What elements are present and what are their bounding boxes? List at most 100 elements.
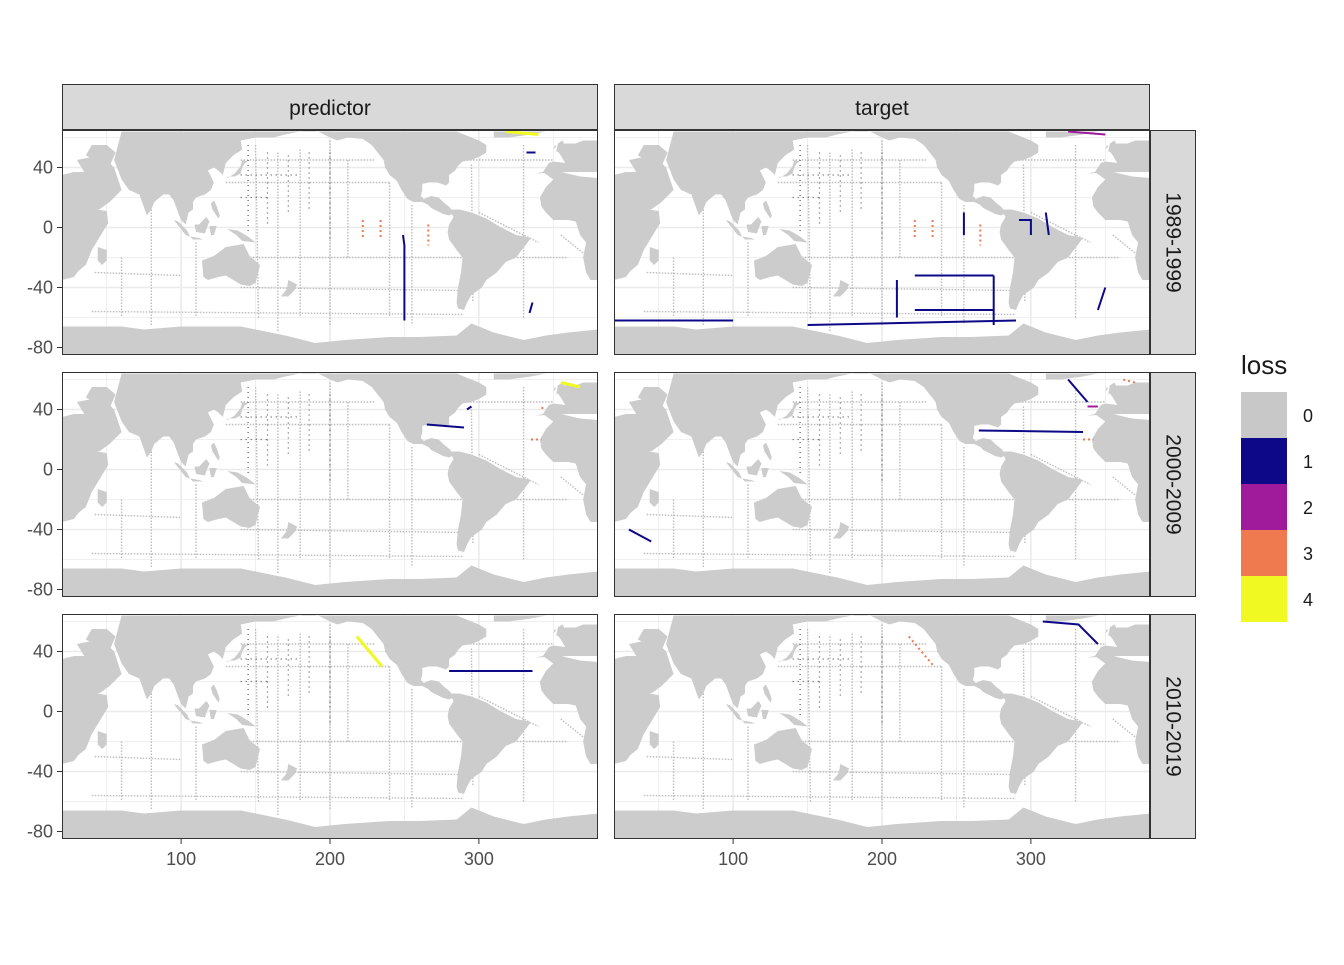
land xyxy=(614,130,1150,355)
land-mass xyxy=(62,565,598,597)
land-mass xyxy=(1108,382,1118,395)
panel-content xyxy=(614,372,1150,597)
loss-points xyxy=(426,381,581,441)
land-mass xyxy=(62,323,598,355)
land-mass xyxy=(173,704,190,721)
panel-content xyxy=(614,614,1150,839)
land-mass xyxy=(97,731,107,749)
strip-2000-2009 xyxy=(1150,372,1196,597)
land-mass xyxy=(62,372,487,458)
loss-1-segment xyxy=(1096,287,1107,311)
land-mass xyxy=(761,468,769,477)
strip-2010-2019 xyxy=(1150,614,1196,839)
legend-title: loss xyxy=(1241,350,1287,380)
sample-track xyxy=(94,755,182,761)
land-mass xyxy=(754,244,812,286)
y-tick-label: 40 xyxy=(33,400,53,420)
land-mass xyxy=(614,372,1039,458)
land-mass xyxy=(742,478,756,482)
land-mass xyxy=(1045,373,1091,380)
land-mass xyxy=(1091,656,1150,764)
sample-track xyxy=(478,453,539,486)
legend-key-2 xyxy=(1241,484,1287,530)
land-mass xyxy=(62,130,487,216)
land-mass xyxy=(614,614,1039,700)
sample-track xyxy=(94,513,182,519)
strip-predictor xyxy=(62,84,598,130)
land-mass xyxy=(746,217,762,234)
land-mass xyxy=(209,226,217,235)
land-mass xyxy=(1045,615,1091,622)
land-mass xyxy=(556,140,566,153)
y-tick-label: -40 xyxy=(27,520,53,540)
legend-key-3 xyxy=(1241,530,1287,576)
land-mass xyxy=(649,247,659,265)
legend-key-4 xyxy=(1241,576,1287,622)
axes: 40 0 -40 -80 40 0 -40 -80 40 0 -40 -80 100 200 300 100 2… xyxy=(27,158,1046,870)
loss-1-segment xyxy=(1067,378,1089,403)
land-mass xyxy=(1083,373,1098,377)
y-tick-label: 0 xyxy=(43,702,53,722)
legend-label-3: 3 xyxy=(1303,544,1313,564)
land-mass xyxy=(832,522,850,539)
facet-strips: predictor target 1989-1999 2000-2009 2010-20… xyxy=(62,84,1196,839)
legend-label-0: 0 xyxy=(1303,406,1313,426)
land-mass xyxy=(761,226,769,235)
land-mass xyxy=(1087,624,1150,658)
land-mass xyxy=(614,807,1150,839)
land-mass xyxy=(553,629,557,634)
loss-points xyxy=(355,635,533,672)
land-mass xyxy=(1091,414,1150,522)
land-mass xyxy=(762,200,772,219)
panel-content xyxy=(62,372,598,597)
land-mass xyxy=(62,641,122,764)
land-mass xyxy=(754,728,812,770)
land-mass xyxy=(194,701,210,718)
land-mass xyxy=(556,624,566,637)
land-mass xyxy=(666,131,853,225)
y-tick-label: -80 xyxy=(27,822,53,842)
land-mass xyxy=(777,644,801,662)
land-mass xyxy=(754,486,812,528)
land-mass xyxy=(210,442,220,461)
panel-border xyxy=(614,614,1150,839)
land-mass xyxy=(202,486,260,528)
y-tick-label: 0 xyxy=(43,218,53,238)
land-mass xyxy=(114,131,301,225)
strip-1989-1999 xyxy=(1150,130,1196,355)
sample-track xyxy=(792,528,1017,534)
loss-2-segment xyxy=(1068,130,1106,136)
land xyxy=(62,130,598,355)
panel-border xyxy=(62,614,598,839)
land-mass xyxy=(173,462,190,479)
land-mass xyxy=(832,764,850,781)
land-mass xyxy=(227,713,256,727)
land-mass xyxy=(614,157,674,280)
land-mass xyxy=(725,220,742,237)
land xyxy=(614,372,1150,597)
land-mass xyxy=(614,399,674,522)
strip-label-predictor: predictor xyxy=(289,97,371,120)
land-mass xyxy=(1083,615,1098,619)
sample-track xyxy=(643,310,1017,316)
land-mass xyxy=(539,172,598,280)
land-mass xyxy=(447,209,531,310)
sample-track xyxy=(478,211,539,244)
land-mass xyxy=(779,713,808,727)
sample-track xyxy=(792,770,1017,776)
legend-key-0 xyxy=(1241,392,1287,438)
land-mass xyxy=(637,387,668,408)
y-tick-label: 0 xyxy=(43,460,53,480)
panel-content xyxy=(62,130,598,355)
land-mass xyxy=(209,710,217,719)
sample-track xyxy=(1030,695,1091,728)
land-mass xyxy=(225,160,249,178)
land-mass xyxy=(210,684,220,703)
land-mass xyxy=(666,615,853,709)
strip-label-2010-2019: 2010-2019 xyxy=(1162,676,1185,776)
sample-track xyxy=(643,794,1017,800)
panel-predictor-2010-2019 xyxy=(62,614,598,839)
land-mass xyxy=(225,402,249,420)
strip-label-target: target xyxy=(855,97,909,120)
